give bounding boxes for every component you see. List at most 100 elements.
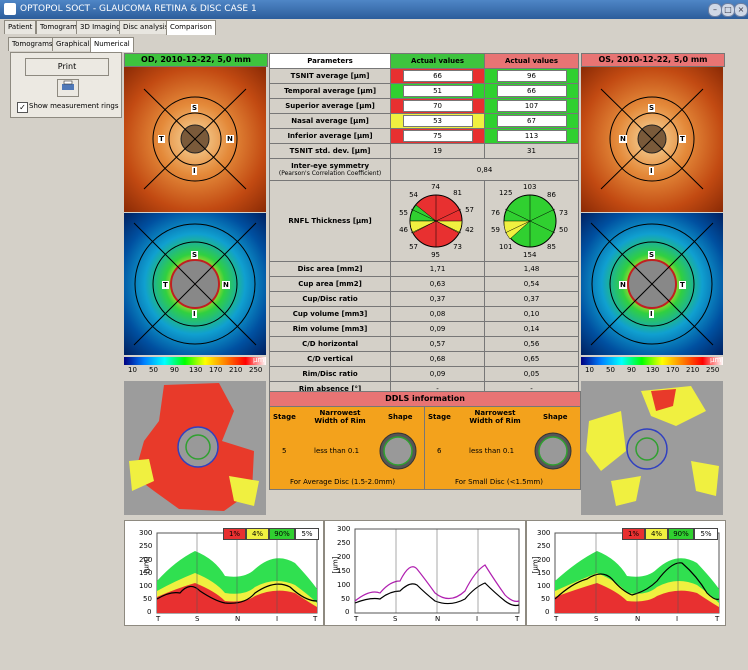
row-label: TSNIT std. dev. [µm] (268, 143, 392, 159)
od-rnfl-sector: 57 (465, 206, 475, 214)
row-label: Rim/Disc ratio (268, 366, 392, 382)
od-value: 75 (402, 130, 473, 142)
close-button[interactable]: × (734, 3, 748, 17)
row-label: Cup area [mm2] (268, 276, 392, 292)
od-value-cell: 70 (390, 98, 486, 114)
left-panel: Print ✓ Show measurement rings (10, 52, 122, 118)
od-rnfl-sector: 46 (399, 226, 409, 234)
os-rnfl-sector: 85 (547, 243, 556, 251)
od-value-cell: 51 (390, 83, 486, 99)
os-graph-xtick: I (676, 615, 679, 623)
od-value-cell: 66 (390, 68, 486, 84)
od-deviation-map (124, 381, 266, 515)
od-graph-ytick: 300 (139, 529, 153, 537)
os-rnfl-pie-cell: 103 86 73 50 85 154 101 59 76 125 (484, 180, 579, 262)
minimize-button[interactable]: – (708, 3, 722, 17)
tab-tomograms[interactable]: Tomograms (8, 37, 57, 51)
os-graph-ytick: 150 (537, 569, 551, 577)
od-fundus-n: N (226, 135, 234, 143)
od-value: 53 (402, 115, 473, 127)
ddls-os-stage: 6 (437, 447, 442, 455)
od-graph-xtick: I (276, 615, 279, 623)
symmetry-sublabel: (Pearson's Correlation Coefficient) (278, 170, 382, 177)
od-value: 0,57 (390, 336, 486, 352)
os-value: 1,48 (484, 261, 579, 277)
od-legend-1: 1% (223, 528, 246, 540)
os-graph-xtick: S (594, 615, 599, 623)
od-measurement-rings (143, 88, 247, 190)
maximize-button[interactable]: □ (721, 3, 735, 17)
os-value-cell: 113 (484, 128, 579, 144)
od-value: 0,63 (390, 276, 486, 292)
os-rnfl-sector: 73 (559, 209, 568, 217)
os-graph-ytick: 300 (537, 529, 551, 537)
cmp-graph-xtick: T (515, 615, 520, 623)
od-map-s: S (191, 251, 199, 259)
cmp-graph-xtick: T (354, 615, 359, 623)
os-fundus-i: I (649, 167, 654, 175)
os-rnfl-sector: 59 (491, 226, 500, 234)
printer-icon-button[interactable] (57, 79, 79, 97)
od-legend-90: 90% (269, 528, 295, 540)
tab-disc-analysis[interactable]: Disc analysis (119, 20, 173, 34)
od-graph-ytick: 100 (139, 582, 153, 590)
os-rnfl-sector: 86 (547, 191, 556, 199)
od-value: 51 (402, 85, 473, 97)
os-value: 113 (496, 130, 567, 142)
od-fundus-i: I (192, 167, 197, 175)
od-colorbar-ticks: 10 50 90 130 170 210 250 (124, 366, 266, 375)
os-cb-tick: 90 (627, 366, 636, 374)
od-graph-ytick: 200 (139, 556, 153, 564)
os-value: 0,10 (484, 306, 579, 322)
od-graph-ytick: 0 (147, 608, 152, 616)
cmp-graph-ytick: 0 (345, 608, 350, 616)
os-graph-xtick: T (554, 615, 559, 623)
os-cb-tick: 50 (606, 366, 615, 374)
od-graph-xtick: T (156, 615, 161, 623)
os-colorbar-unit: µm (710, 356, 722, 364)
tab-patient[interactable]: Patient (4, 20, 37, 34)
cmp-graph-xtick: I (476, 615, 479, 623)
cmp-graph-ytick: 150 (337, 567, 351, 575)
print-button[interactable]: Print (25, 58, 109, 76)
os-measurement-rings (600, 88, 704, 190)
tab-comparison[interactable]: Comparison (166, 20, 216, 35)
od-deviation-overlay (129, 383, 259, 511)
od-value: 66 (402, 70, 473, 82)
od-graph-xtick: N (235, 615, 241, 623)
row-label: Inferior average [µm] (268, 128, 392, 144)
col-od-values: Actual values (390, 53, 486, 69)
os-legend-4: 4% (645, 528, 668, 540)
od-value: 19 (390, 143, 486, 159)
os-value: 0,65 (484, 351, 579, 367)
od-thickness-rings (133, 222, 257, 346)
cmp-graph-ytick: 50 (341, 595, 350, 603)
os-value: 31 (484, 143, 579, 159)
os-thickness-map: S N T I (581, 213, 723, 355)
ddls-od-panel: Stage Narrowest Width of Rim Shape 5 les… (269, 406, 425, 490)
col-parameters: Parameters (268, 53, 392, 69)
os-rnfl-sector: 154 (523, 251, 537, 259)
ddls-title: DDLS information (269, 391, 581, 407)
os-fundus-n: N (619, 135, 627, 143)
title-bar: OPTOPOL SOCT - GLAUCOMA RETINA & DISC CA… (0, 0, 748, 19)
od-header: OD, 2010-12-22, 5,0 mm (124, 53, 268, 67)
row-label: Rim volume [mm3] (268, 321, 392, 337)
os-graph-ytick: 100 (537, 582, 551, 590)
od-map-n: N (222, 281, 230, 289)
os-value: 0,14 (484, 321, 579, 337)
tab-3d-imaging[interactable]: 3D Imaging (76, 20, 125, 34)
show-rings-checkbox[interactable]: ✓ (17, 102, 28, 113)
tab-tomogram[interactable]: Tomogram (36, 20, 81, 34)
cmp-graph-xtick: N (435, 615, 441, 623)
od-rnfl-sector: 42 (465, 226, 475, 234)
tab-numerical[interactable]: Numerical (90, 37, 134, 52)
comparison-tsnit-plot (354, 528, 520, 614)
os-graph-ytick: 50 (541, 595, 550, 603)
os-legend-5: 5% (694, 528, 718, 540)
os-map-i: I (649, 310, 654, 318)
os-rnfl-pie (503, 194, 557, 248)
row-label: C/D vertical (268, 351, 392, 367)
os-rnfl-sector: 125 (499, 189, 513, 197)
tab-graphical[interactable]: Graphical (52, 37, 94, 51)
